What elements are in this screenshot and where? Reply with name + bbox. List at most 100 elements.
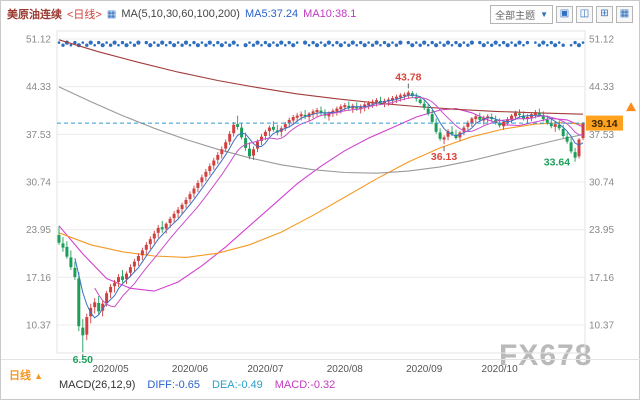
candle-body <box>236 124 240 127</box>
candle-body <box>172 213 176 219</box>
y-axis-label: 10.37 <box>26 320 51 331</box>
indicator-icon: ▦ <box>106 8 117 20</box>
candle-body <box>355 106 359 109</box>
candle-body <box>426 108 430 114</box>
candle-body <box>553 124 557 127</box>
candle-body <box>478 117 482 120</box>
candle-body <box>81 327 85 336</box>
candle-body <box>565 136 569 142</box>
candle-body <box>573 152 577 158</box>
ma10-value-label: MA10:38.1 <box>303 8 357 20</box>
candle-body <box>506 119 510 123</box>
up-triangle-icon: ▲ <box>34 371 43 381</box>
candle-body <box>196 183 200 188</box>
x-axis-labels: 2020/05 2020/06 2020/07 2020/08 2020/09 2020/… <box>93 364 519 375</box>
candle-body <box>295 115 299 118</box>
candle-body <box>418 99 422 103</box>
candle-body <box>434 122 438 132</box>
candle-body <box>271 126 275 130</box>
layout-split-button[interactable]: ◫ <box>576 5 593 23</box>
candle-body <box>498 123 502 126</box>
candle-body <box>549 123 553 127</box>
candle-body <box>101 303 105 311</box>
layout-grid-button[interactable]: ▦ <box>616 5 633 23</box>
candle-body <box>65 246 69 257</box>
candle-body <box>442 137 446 140</box>
candle-body <box>367 103 371 106</box>
toolbar-buttons: ▣ ◫ ⊞ ▦ <box>556 5 633 23</box>
candle-body <box>299 114 303 117</box>
candle-body <box>311 111 315 115</box>
candle-body <box>510 115 514 120</box>
candle-body <box>581 123 585 139</box>
layout-single-button[interactable]: ▣ <box>556 5 573 23</box>
candle-body <box>462 127 466 132</box>
candle-body <box>85 317 89 335</box>
candle-body <box>541 115 545 120</box>
candle-body <box>125 273 128 280</box>
candle-body <box>466 122 470 127</box>
y-axis-right: 51.12 44.33 37.53 30.74 23.95 17.16 10.37 <box>589 35 614 332</box>
x-axis-label: 2020/06 <box>172 364 209 375</box>
candle-body <box>327 112 331 117</box>
candle-body <box>363 104 367 108</box>
candle-body <box>438 132 442 139</box>
gridlines <box>57 38 585 326</box>
candle-body <box>470 118 474 124</box>
theme-dropdown[interactable]: 全部主题 ▼ <box>490 4 553 24</box>
macd-value: MACD:-0.32 <box>274 379 336 391</box>
candle-body <box>287 119 291 124</box>
candle-body <box>545 119 549 123</box>
candle-body <box>156 227 160 233</box>
y-axis-label: 37.53 <box>26 130 51 141</box>
candle-body <box>144 244 148 250</box>
y-axis-label: 23.95 <box>589 225 614 236</box>
diff-value: DIFF:-0.65 <box>147 379 200 391</box>
chevron-down-icon: ▼ <box>540 9 548 19</box>
candle-body <box>561 129 565 136</box>
ma200-line <box>58 39 584 115</box>
candle-body <box>375 100 379 103</box>
candle-body <box>160 227 164 230</box>
price-tag: 39.14 <box>586 115 623 131</box>
price-annotation: 6.50 <box>73 354 94 366</box>
candle-body <box>224 142 228 149</box>
symbol-name: 美原油连续 <box>7 9 62 21</box>
ma5-line <box>74 94 584 319</box>
candle-body <box>252 149 255 156</box>
theme-dropdown-label: 全部主题 <box>495 10 536 22</box>
y-axis-label: 30.74 <box>26 178 51 189</box>
candle-body <box>93 302 97 308</box>
candle-body <box>73 267 77 277</box>
candle-body <box>343 105 347 108</box>
candle-body <box>394 96 398 99</box>
candle-body <box>359 106 363 110</box>
candle-body <box>315 110 319 113</box>
candle-body <box>371 101 375 104</box>
candle-body <box>184 199 188 205</box>
candle-body <box>398 95 402 98</box>
candle-body <box>192 188 196 194</box>
candle-body <box>164 223 168 229</box>
candle-body <box>446 131 450 137</box>
svg-text:39.14: 39.14 <box>591 118 617 130</box>
period-tab[interactable]: 日线 ▲ <box>9 367 43 383</box>
candle-body <box>518 113 521 115</box>
candle-body <box>248 148 251 157</box>
candle-body <box>152 233 156 239</box>
latest-price-arrow-icon[interactable] <box>626 102 636 112</box>
x-axis-label: 2020/10 <box>482 364 519 375</box>
candle-body <box>406 92 410 96</box>
price-annotation: 43.78 <box>395 72 421 84</box>
candle-body <box>537 112 541 115</box>
candle-body <box>180 204 184 209</box>
candle-body <box>117 277 120 282</box>
layout-quad-button[interactable]: ⊞ <box>596 5 613 23</box>
candle-body <box>105 293 109 303</box>
watermark: FX678 <box>499 339 593 372</box>
candle-body <box>128 267 132 273</box>
candle-body <box>291 117 295 121</box>
candle-body <box>113 282 117 287</box>
ma60-line <box>58 122 584 258</box>
